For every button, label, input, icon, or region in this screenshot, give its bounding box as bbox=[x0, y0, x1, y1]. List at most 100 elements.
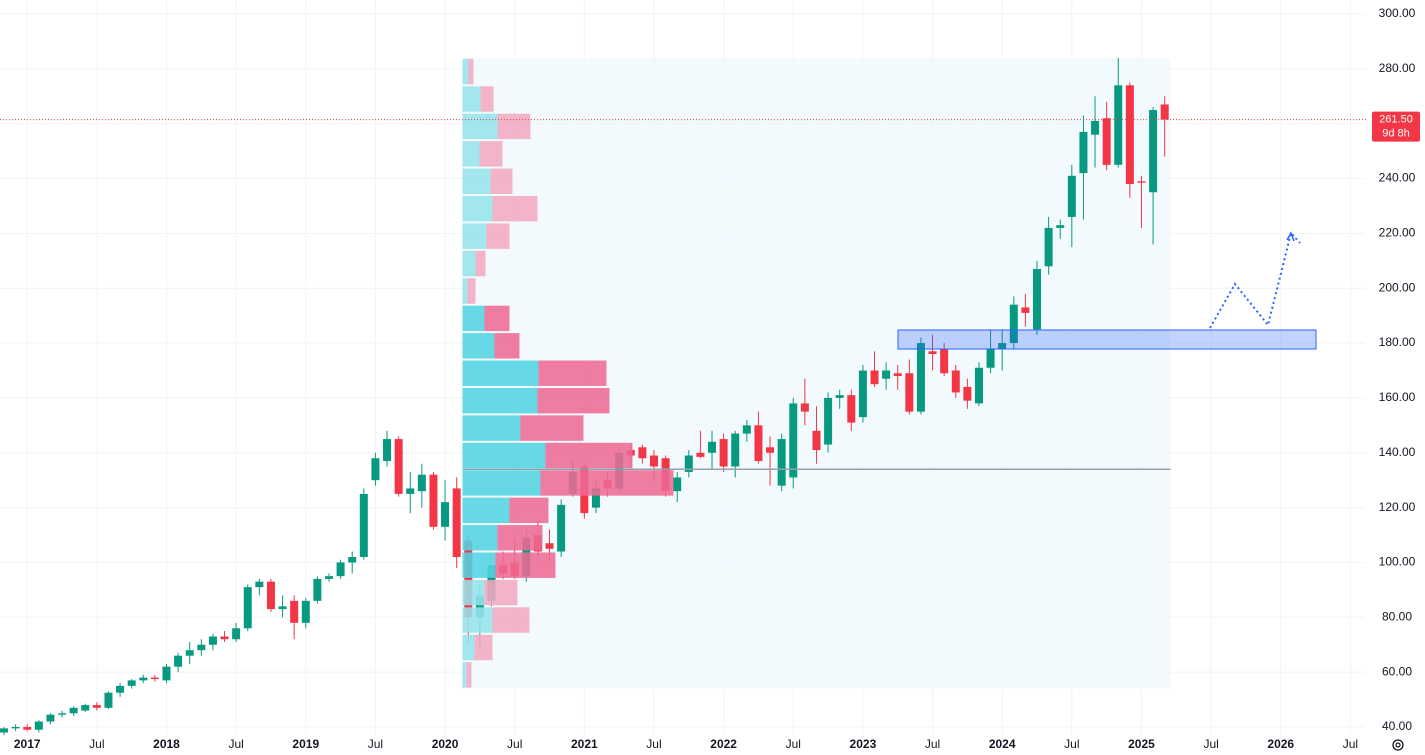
y-tick-label: 200.00 bbox=[1379, 280, 1416, 294]
profile-up-bar bbox=[462, 333, 495, 359]
last-price-box bbox=[1372, 111, 1420, 142]
profile-up-bar bbox=[462, 223, 487, 249]
profile-down-bar bbox=[490, 168, 513, 194]
x-tick-label: Jul bbox=[1203, 737, 1218, 751]
profile-down-bar bbox=[484, 305, 510, 332]
y-tick-label: 60.00 bbox=[1382, 664, 1412, 678]
candle-body bbox=[731, 433, 740, 467]
candle-body bbox=[208, 636, 217, 645]
candle-body bbox=[928, 351, 937, 355]
candle-body bbox=[789, 403, 798, 478]
profile-down-bar bbox=[486, 223, 510, 249]
y-tick-label: 120.00 bbox=[1379, 500, 1416, 514]
x-tick-label: 2017 bbox=[14, 737, 41, 751]
candle-body bbox=[986, 348, 995, 368]
candle-body bbox=[684, 455, 693, 472]
candle-body bbox=[1114, 85, 1123, 165]
profile-up-bar bbox=[462, 168, 491, 194]
profile-up-bar bbox=[462, 113, 498, 140]
profile-up-bar bbox=[462, 470, 541, 496]
candle-body bbox=[406, 488, 415, 494]
candle-body bbox=[1009, 304, 1018, 344]
profile-up-bar bbox=[462, 387, 538, 414]
settings-ring bbox=[1392, 739, 1404, 751]
candle-body bbox=[81, 705, 90, 711]
candle-body bbox=[754, 425, 763, 461]
y-tick-label: 220.00 bbox=[1379, 226, 1416, 240]
candle-body bbox=[359, 493, 368, 557]
candle-body bbox=[708, 441, 717, 453]
candles bbox=[0, 57, 1169, 736]
profile-up-bar bbox=[462, 552, 496, 578]
candle-body bbox=[174, 655, 183, 667]
candle-body bbox=[11, 727, 20, 729]
profile-down-bar bbox=[538, 360, 607, 386]
candle-body bbox=[766, 447, 775, 453]
candle-body bbox=[638, 447, 647, 459]
projection-arrow bbox=[1286, 231, 1295, 242]
candle-body bbox=[998, 343, 1007, 349]
profile-up-bar bbox=[462, 86, 481, 112]
candle-body bbox=[847, 395, 856, 423]
candle-body bbox=[557, 504, 566, 552]
x-tick-label: Jul bbox=[786, 737, 801, 751]
settings-core bbox=[1395, 742, 1401, 748]
candle-body bbox=[150, 677, 159, 680]
y-tick-label: 180.00 bbox=[1379, 335, 1416, 349]
candle-body bbox=[649, 455, 658, 467]
profile-down-bar bbox=[468, 58, 474, 85]
x-tick-label: 2022 bbox=[710, 737, 737, 751]
profile-up-bar bbox=[462, 250, 476, 277]
candle-body bbox=[429, 474, 438, 527]
profile-down-bar bbox=[537, 387, 610, 414]
candle-body bbox=[475, 595, 484, 618]
candle-body bbox=[266, 581, 275, 610]
candle-body bbox=[719, 439, 728, 467]
profile-down-bar bbox=[479, 141, 503, 167]
x-tick-label: 2019 bbox=[292, 737, 319, 751]
profile-down-bar bbox=[495, 552, 556, 578]
x-tick-label: 2018 bbox=[153, 737, 180, 751]
candle-body bbox=[313, 578, 322, 601]
candle-body bbox=[1149, 109, 1158, 193]
candle-body bbox=[812, 430, 821, 451]
profile-up-bar bbox=[462, 607, 493, 633]
x-tick-label: 2024 bbox=[989, 737, 1016, 751]
x-tick-label: Jul bbox=[1064, 737, 1079, 751]
x-tick-label: Jul bbox=[1343, 737, 1358, 751]
x-tick-label: 2025 bbox=[1128, 737, 1155, 751]
profile-down-bar bbox=[492, 195, 538, 222]
y-tick-label: 280.00 bbox=[1379, 61, 1416, 75]
candle-body bbox=[696, 452, 705, 457]
candle-body bbox=[1102, 118, 1111, 165]
candle-body bbox=[116, 685, 125, 693]
candle-body bbox=[0, 728, 8, 733]
x-tick-label: 2023 bbox=[850, 737, 877, 751]
profile-down-bar bbox=[509, 497, 549, 524]
settings-icon[interactable] bbox=[1392, 739, 1404, 751]
y-tick-label: 40.00 bbox=[1382, 719, 1412, 733]
candle-body bbox=[58, 713, 67, 715]
candle-body bbox=[46, 714, 55, 722]
candle-body bbox=[673, 477, 682, 492]
candle-body bbox=[23, 727, 32, 730]
profile-up-bar bbox=[462, 278, 468, 304]
candle-body bbox=[162, 666, 171, 681]
candle-body bbox=[394, 439, 403, 494]
support-zone bbox=[897, 329, 1317, 350]
x-tick-label: Jul bbox=[228, 737, 243, 751]
profile-down-bar bbox=[492, 607, 530, 633]
profile-down-bar bbox=[467, 278, 476, 304]
profile-up-bar bbox=[462, 305, 485, 332]
candle-body bbox=[104, 692, 113, 708]
profile-down-bar bbox=[520, 415, 584, 441]
candle-body bbox=[905, 373, 914, 412]
candle-body bbox=[441, 502, 450, 527]
candle-body bbox=[290, 600, 299, 623]
profile-down-bar bbox=[474, 634, 493, 661]
profile-down-bar bbox=[466, 662, 472, 688]
candle-body bbox=[1125, 85, 1134, 185]
candle-body bbox=[916, 343, 925, 412]
profile-up-bar bbox=[462, 525, 498, 551]
candle-body bbox=[127, 680, 136, 686]
